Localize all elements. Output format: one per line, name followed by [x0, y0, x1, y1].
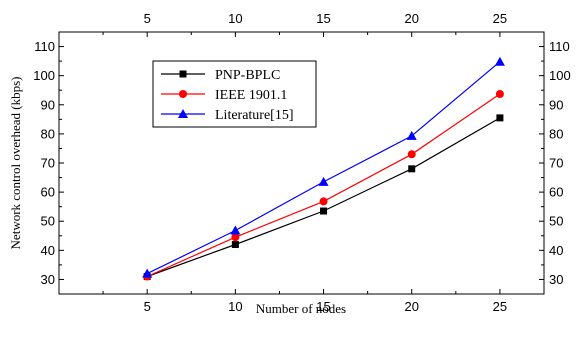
- axes-ticks: 5 5 10 10 15 15 20 20 25 25 30 30 40 40 50 50 60 60 70 70 80…: [33, 11, 570, 314]
- y-axis-title: Network control overhead (kbps): [8, 77, 23, 250]
- y-tick-label-right: 70: [549, 156, 563, 171]
- data-point-literature-15: [494, 56, 505, 66]
- data-point-literature-15: [142, 268, 153, 278]
- x-tick-label-top: 10: [228, 11, 242, 26]
- y-tick-label-right: 40: [549, 243, 563, 258]
- data-point-literature-15: [318, 176, 329, 186]
- x-tick-label-top: 20: [404, 11, 418, 26]
- x-tick-label-top: 5: [144, 11, 151, 26]
- y-tick-label-right: 110: [549, 39, 570, 54]
- data-point-ieee-1901-1: [231, 233, 240, 242]
- y-tick-label-right: 30: [549, 272, 563, 287]
- y-tick-label: 90: [41, 97, 55, 112]
- y-tick-label: 50: [41, 214, 55, 229]
- y-tick-label: 100: [33, 68, 55, 83]
- data-point-literature-15: [406, 130, 417, 140]
- series-group: [142, 56, 505, 281]
- y-tick-label: 60: [41, 185, 55, 200]
- y-tick-label-right: 90: [549, 97, 563, 112]
- x-tick-label: 25: [493, 299, 507, 314]
- x-tick-label: 15: [316, 299, 330, 314]
- legend-marker: [178, 109, 188, 118]
- legend-marker: [179, 90, 187, 98]
- data-point-pnp-bplc: [496, 114, 504, 122]
- legend-marker: [179, 70, 187, 78]
- legend-label: Literature[15]: [215, 108, 294, 123]
- data-point-ieee-1901-1: [495, 90, 504, 99]
- y-tick-label: 80: [41, 126, 55, 141]
- x-tick-label-top: 15: [316, 11, 330, 26]
- x-tick-label: 20: [404, 299, 418, 314]
- y-tick-label-right: 60: [549, 185, 563, 200]
- data-point-literature-15: [230, 225, 241, 235]
- y-tick-label: 70: [41, 156, 55, 171]
- y-tick-label-right: 50: [549, 214, 563, 229]
- data-point-pnp-bplc: [231, 241, 239, 249]
- y-tick-label-right: 100: [549, 68, 571, 83]
- legend-label: PNP-BPLC: [215, 68, 280, 83]
- data-point-ieee-1901-1: [407, 150, 416, 159]
- y-tick-label: 30: [41, 272, 55, 287]
- x-axis-title: Number of nodes: [256, 301, 346, 316]
- x-tick-label-top: 25: [493, 11, 507, 26]
- x-tick-label: 5: [144, 299, 151, 314]
- data-point-pnp-bplc: [320, 207, 328, 215]
- x-tick-label: 10: [228, 299, 242, 314]
- data-point-ieee-1901-1: [319, 197, 328, 206]
- legend: PNP-BPLC IEEE 1901.1 Literature[15]: [152, 60, 317, 128]
- data-point-pnp-bplc: [408, 165, 416, 173]
- y-tick-label: 40: [41, 243, 55, 258]
- legend-label: IEEE 1901.1: [215, 88, 287, 103]
- y-tick-label: 110: [34, 39, 55, 54]
- y-tick-label-right: 80: [549, 126, 563, 141]
